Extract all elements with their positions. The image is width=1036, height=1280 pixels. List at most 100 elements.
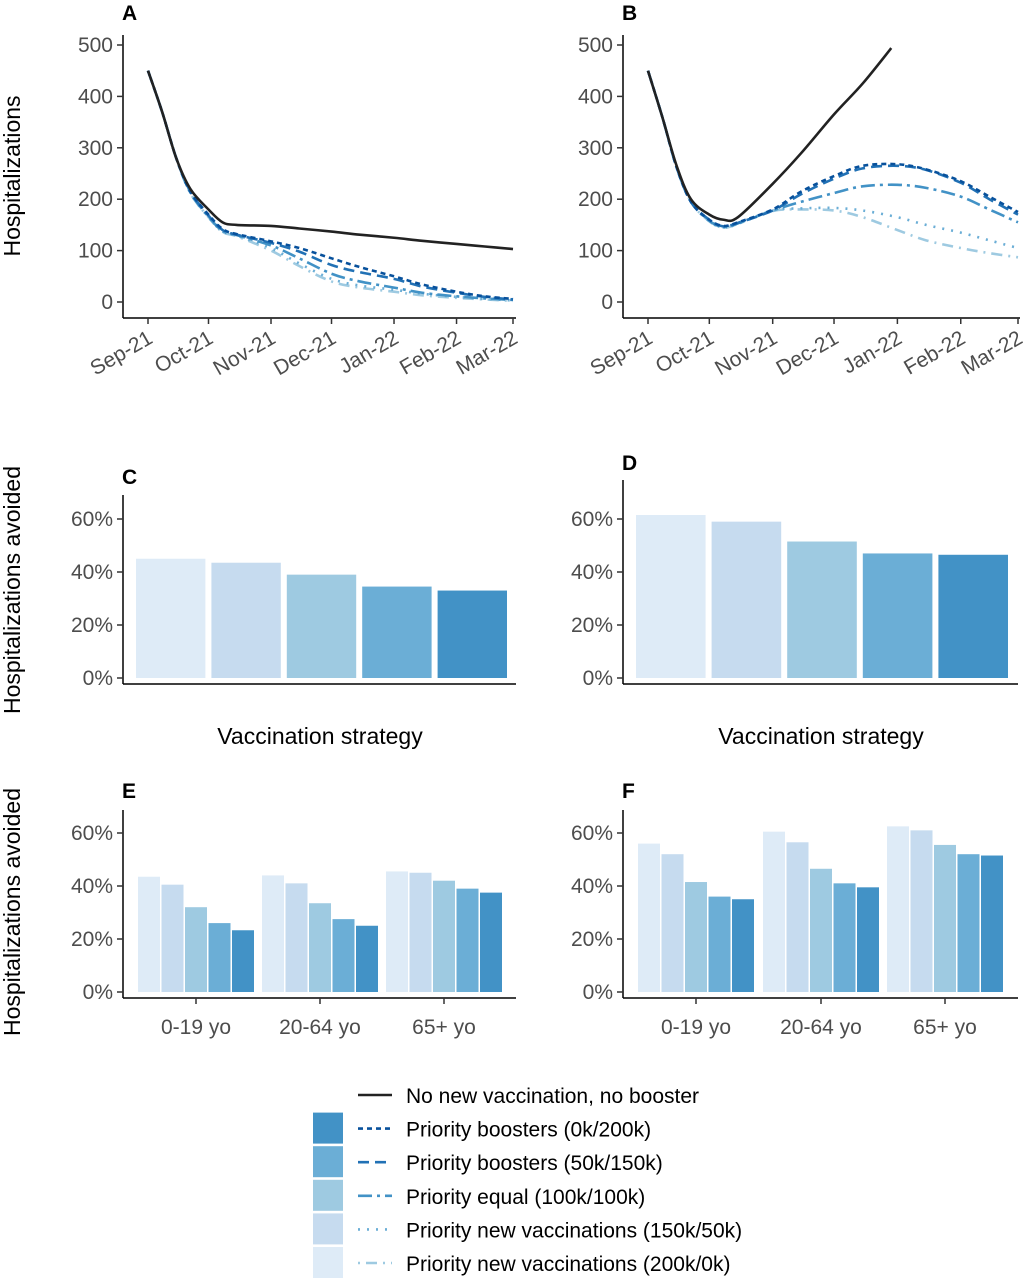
bar xyxy=(136,558,206,678)
bar xyxy=(138,876,160,992)
y-tick-label: 200 xyxy=(78,188,113,211)
y-tick-label: 60% xyxy=(71,508,113,531)
y-tick-label: 500 xyxy=(78,34,113,57)
series-line-5 xyxy=(646,70,1019,259)
legend: No new vaccination, no booster Priority b… xyxy=(313,1085,742,1278)
y-tick-label: 40% xyxy=(71,875,113,898)
legend-swatch xyxy=(313,1112,343,1144)
panel-a: A 0 100 200 300 400 500 Sep-21Oct-21Nov-21Dec-2… xyxy=(78,2,522,380)
x-tick-label: 0-19 yo xyxy=(161,1016,231,1039)
legend-label: Priority boosters (50k/150k) xyxy=(406,1152,663,1175)
x-tick-label: Sep-21 xyxy=(86,326,156,380)
x-tick-label: Mar-22 xyxy=(957,326,1026,379)
y-axis-title-middle: Hospitalizations avoided xyxy=(0,466,25,714)
series-line-4 xyxy=(646,70,1019,250)
bar xyxy=(309,903,331,992)
x-tick-label: Nov-21 xyxy=(209,326,279,380)
legend-label: Priority equal (100k/100k) xyxy=(406,1186,645,1209)
y-tick-label: 100 xyxy=(78,240,113,263)
y-tick-label: 40% xyxy=(571,875,613,898)
legend-item: Priority equal (100k/100k) xyxy=(313,1179,645,1211)
legend-swatch xyxy=(313,1247,343,1278)
x-tick-label: 65+ yo xyxy=(913,1016,977,1039)
y-tick-label: 20% xyxy=(571,928,613,951)
bar xyxy=(981,855,1003,992)
y-axis-title-bottom: Hospitalizations avoided xyxy=(0,788,25,1036)
x-tick-label: 20-64 yo xyxy=(780,1016,862,1039)
x-tick-label: Jan-22 xyxy=(335,326,402,378)
series-line-2 xyxy=(146,70,514,301)
series-line-5 xyxy=(146,70,514,303)
legend-item: No new vaccination, no booster xyxy=(358,1085,699,1108)
series-line-3 xyxy=(646,70,1019,229)
bar xyxy=(285,883,308,992)
y-tick-label: 400 xyxy=(578,85,613,108)
bar xyxy=(362,586,432,678)
bar xyxy=(232,930,254,992)
y-tick-label: 60% xyxy=(571,822,613,845)
x-tick-label: Dec-21 xyxy=(270,326,340,380)
panel-b: B 0 100 200 300 400 500 Sep-21Oct-21Nov-21Dec-2… xyxy=(578,2,1027,380)
legend-item: Priority new vaccinations (200k/0k) xyxy=(313,1247,730,1278)
y-tick-label: 0% xyxy=(83,667,113,690)
y-tick-label: 20% xyxy=(71,928,113,951)
x-tick-label: 65+ yo xyxy=(412,1016,476,1039)
bar xyxy=(161,884,184,992)
y-tick-label: 100 xyxy=(578,240,613,263)
bar xyxy=(409,872,432,992)
y-tick-label: 60% xyxy=(571,508,613,531)
y-tick-label: 0 xyxy=(601,291,613,314)
legend-swatch xyxy=(313,1179,343,1211)
bar xyxy=(810,868,832,992)
bar xyxy=(910,830,933,992)
y-tick-label: 400 xyxy=(78,85,113,108)
bar xyxy=(934,844,956,992)
x-tick-label: 0-19 yo xyxy=(661,1016,731,1039)
x-tick-label: Feb-22 xyxy=(396,326,465,379)
bar xyxy=(332,919,355,992)
series-line-0 xyxy=(146,70,514,251)
series-line-1 xyxy=(646,70,1019,228)
legend-swatch xyxy=(313,1146,343,1178)
bar xyxy=(938,554,1008,678)
series-line-2 xyxy=(646,70,1019,228)
bar xyxy=(833,883,856,992)
legend-label: No new vaccination, no booster xyxy=(406,1085,699,1108)
panel-label: E xyxy=(122,780,136,803)
y-tick-label: 300 xyxy=(78,137,113,160)
bar xyxy=(636,515,706,678)
bar xyxy=(356,925,378,992)
bar xyxy=(732,899,754,992)
y-tick-label: 0% xyxy=(83,981,113,1004)
x-tick-label: Mar-22 xyxy=(452,326,521,379)
y-tick-label: 20% xyxy=(571,614,613,637)
panel-label: D xyxy=(622,452,637,475)
y-tick-label: 40% xyxy=(571,561,613,584)
bar xyxy=(386,871,408,992)
bar xyxy=(262,875,284,992)
bar xyxy=(708,896,731,992)
x-tick-label: Dec-21 xyxy=(772,326,842,380)
x-tick-label: Feb-22 xyxy=(900,326,969,379)
panel-e: E 0% 20% 40% 60% 0-19 yo 20-64 yo 65+ yo xyxy=(71,780,516,1039)
x-tick-label: Sep-21 xyxy=(586,326,656,380)
x-tick-label: Nov-21 xyxy=(711,326,781,380)
legend-item: Priority boosters (0k/200k) xyxy=(313,1112,651,1144)
bar xyxy=(456,888,479,992)
bar xyxy=(437,590,507,678)
bar xyxy=(185,907,207,992)
series-line-0 xyxy=(646,47,893,223)
y-tick-label: 0% xyxy=(583,981,613,1004)
y-tick-label: 300 xyxy=(578,137,613,160)
bar xyxy=(957,854,980,992)
bar xyxy=(480,892,502,992)
bar xyxy=(433,880,455,992)
bar xyxy=(787,541,857,678)
bar xyxy=(208,923,231,992)
y-tick-label: 500 xyxy=(578,34,613,57)
panel-c: C 0% 20% 40% 60% xyxy=(71,466,516,690)
x-tick-label: Jan-22 xyxy=(839,326,906,378)
bar xyxy=(661,854,684,992)
bar xyxy=(887,826,909,992)
x-tick-label: Oct-21 xyxy=(151,326,217,377)
